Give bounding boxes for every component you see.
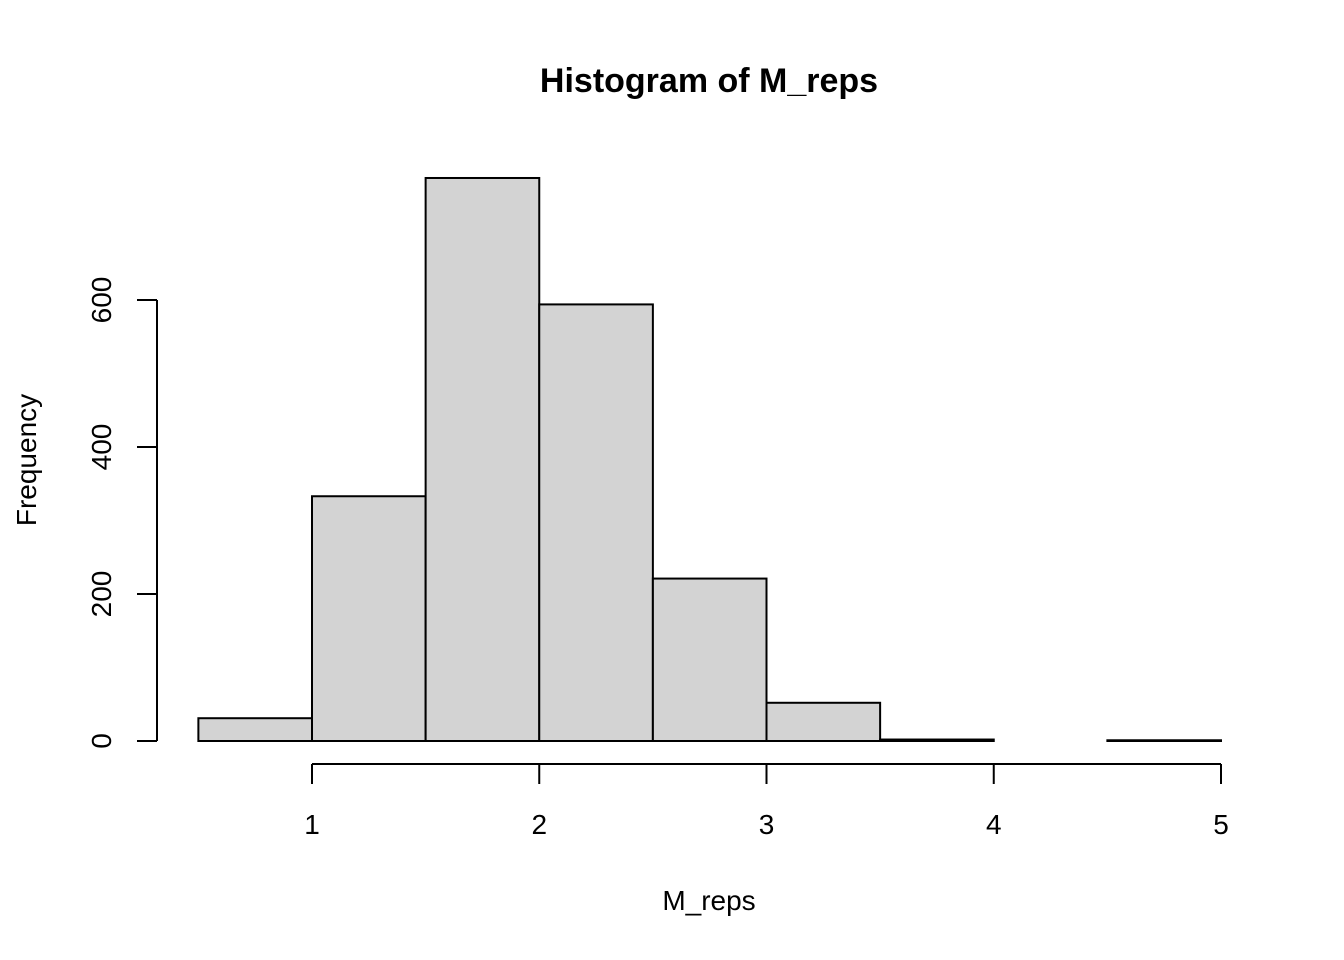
x-axis-label: M_reps — [662, 885, 755, 916]
y-axis-label: Frequency — [11, 394, 42, 526]
y-tick-label-400: 400 — [86, 424, 117, 471]
x-tick-label-1: 1 — [304, 809, 320, 840]
x-tick-label-2: 2 — [531, 809, 547, 840]
y-tick-label-200: 200 — [86, 571, 117, 618]
histogram-bar-6 — [765, 701, 882, 743]
y-axis: 0 200 400 600 — [86, 277, 158, 749]
histogram-bar-7 — [879, 738, 995, 743]
histogram-bar-9 — [1106, 739, 1222, 743]
x-tick-label-4: 4 — [986, 809, 1002, 840]
x-tick-label-3: 3 — [759, 809, 775, 840]
bars-group — [197, 176, 1222, 743]
x-tick-label-5: 5 — [1213, 809, 1229, 840]
histogram-bar-3 — [424, 176, 541, 743]
histogram-bar-5 — [651, 577, 768, 742]
y-tick-label-600: 600 — [86, 277, 117, 324]
y-tick-label-0: 0 — [86, 733, 117, 749]
histogram-bar-2 — [311, 495, 427, 742]
x-axis: 1 2 3 4 5 — [304, 763, 1229, 840]
histogram-bar-4 — [538, 303, 654, 742]
chart-title: Histogram of M_reps — [540, 62, 878, 100]
histogram-bar-1 — [197, 717, 313, 743]
